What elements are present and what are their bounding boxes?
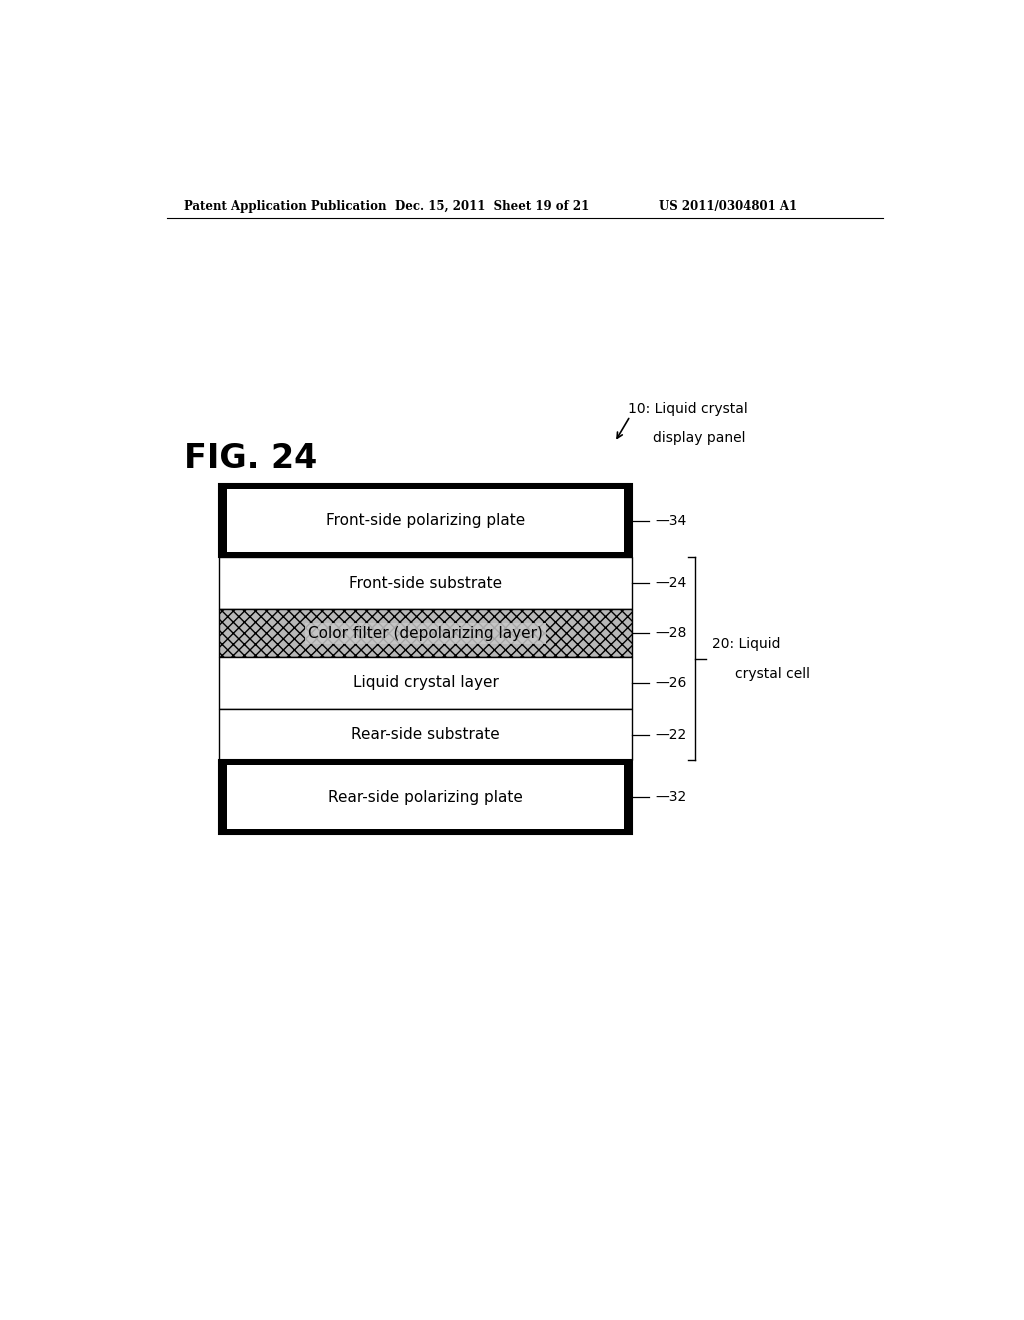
Text: FIG. 24: FIG. 24 xyxy=(183,442,317,475)
Bar xyxy=(227,766,625,829)
Text: US 2011/0304801 A1: US 2011/0304801 A1 xyxy=(658,199,797,213)
Bar xyxy=(227,488,625,553)
Text: Color filter (depolarizing layer): Color filter (depolarizing layer) xyxy=(308,626,543,640)
Bar xyxy=(219,657,632,709)
Text: crystal cell: crystal cell xyxy=(735,667,810,681)
Text: Liquid crystal layer: Liquid crystal layer xyxy=(352,676,499,690)
Text: Dec. 15, 2011  Sheet 19 of 21: Dec. 15, 2011 Sheet 19 of 21 xyxy=(395,199,590,213)
Text: —26: —26 xyxy=(655,676,686,690)
Text: 20: Liquid: 20: Liquid xyxy=(712,638,780,651)
Text: —22: —22 xyxy=(655,727,686,742)
Text: Front-side polarizing plate: Front-side polarizing plate xyxy=(326,513,525,528)
Bar xyxy=(219,609,632,657)
Text: Front-side substrate: Front-side substrate xyxy=(349,576,502,591)
Text: 10: Liquid crystal: 10: Liquid crystal xyxy=(628,403,748,416)
Text: —34: —34 xyxy=(655,513,686,528)
Bar xyxy=(219,709,632,760)
Bar xyxy=(219,483,632,557)
Text: —32: —32 xyxy=(655,791,686,804)
Text: Patent Application Publication: Patent Application Publication xyxy=(183,199,386,213)
Text: —24: —24 xyxy=(655,577,686,590)
Text: Rear-side substrate: Rear-side substrate xyxy=(351,727,500,742)
Text: display panel: display panel xyxy=(653,432,745,445)
Bar xyxy=(219,760,632,834)
Text: Rear-side polarizing plate: Rear-side polarizing plate xyxy=(328,789,523,805)
Text: —28: —28 xyxy=(655,626,686,640)
Bar xyxy=(219,557,632,609)
